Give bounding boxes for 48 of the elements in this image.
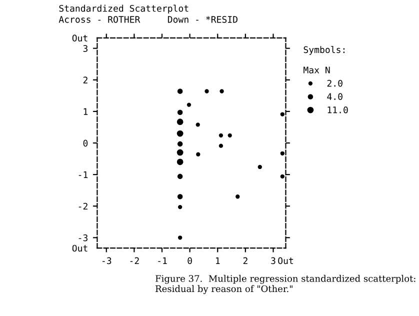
point xyxy=(196,122,200,127)
legend-label: 4.0 xyxy=(327,93,342,100)
chart-subtitle: Across - ROTHER Down - *RESID xyxy=(58,16,238,23)
point xyxy=(228,133,232,138)
point xyxy=(236,194,240,199)
point xyxy=(176,149,184,156)
point xyxy=(177,88,183,94)
point xyxy=(220,89,224,94)
point xyxy=(204,89,209,94)
point xyxy=(176,118,184,126)
y-tick-label: 2 xyxy=(83,76,88,84)
point xyxy=(178,236,182,240)
point xyxy=(176,130,184,137)
point xyxy=(178,204,182,210)
x-tick-label: Out xyxy=(278,257,294,264)
x-tick-label: 2 xyxy=(243,257,248,264)
text: Symbols: Max N xyxy=(304,46,345,74)
y-tick-label: -1 xyxy=(78,171,88,178)
y-tick-label: -2 xyxy=(78,202,88,210)
x-tick-label: 0 xyxy=(188,257,192,264)
point xyxy=(218,144,224,148)
x-tick-label: 3 xyxy=(271,257,276,264)
y-tick-label: 1 xyxy=(84,108,88,115)
point xyxy=(186,102,192,107)
x-tick-label: -3 xyxy=(102,257,112,264)
point xyxy=(280,174,285,179)
x-tick-label: -1 xyxy=(158,257,167,264)
chart-title: Standardized Scatterplot xyxy=(59,4,188,14)
y-tick-label: 3 xyxy=(83,45,88,52)
y-tick-label: -3 xyxy=(78,234,88,242)
point xyxy=(177,174,183,180)
x-tick-label: -2 xyxy=(130,257,139,264)
x-tick-label: 1 xyxy=(216,257,220,264)
point xyxy=(176,158,184,166)
point xyxy=(280,112,285,116)
point xyxy=(218,133,224,138)
caption: Figure 37. Multiple regression standardized scatterplot: Residual by reason of "Other." xyxy=(156,274,416,294)
y-tick-label: Out xyxy=(72,34,88,42)
y-tick-label: Out xyxy=(72,244,88,252)
point xyxy=(177,194,183,200)
point xyxy=(177,110,183,116)
y-tick-label: 0 xyxy=(83,140,88,147)
point xyxy=(280,151,285,156)
point xyxy=(177,141,183,147)
point xyxy=(196,152,200,156)
legend-label: 2.0 xyxy=(327,80,342,87)
point xyxy=(258,164,262,170)
legend-label: 11.0 xyxy=(328,106,348,114)
